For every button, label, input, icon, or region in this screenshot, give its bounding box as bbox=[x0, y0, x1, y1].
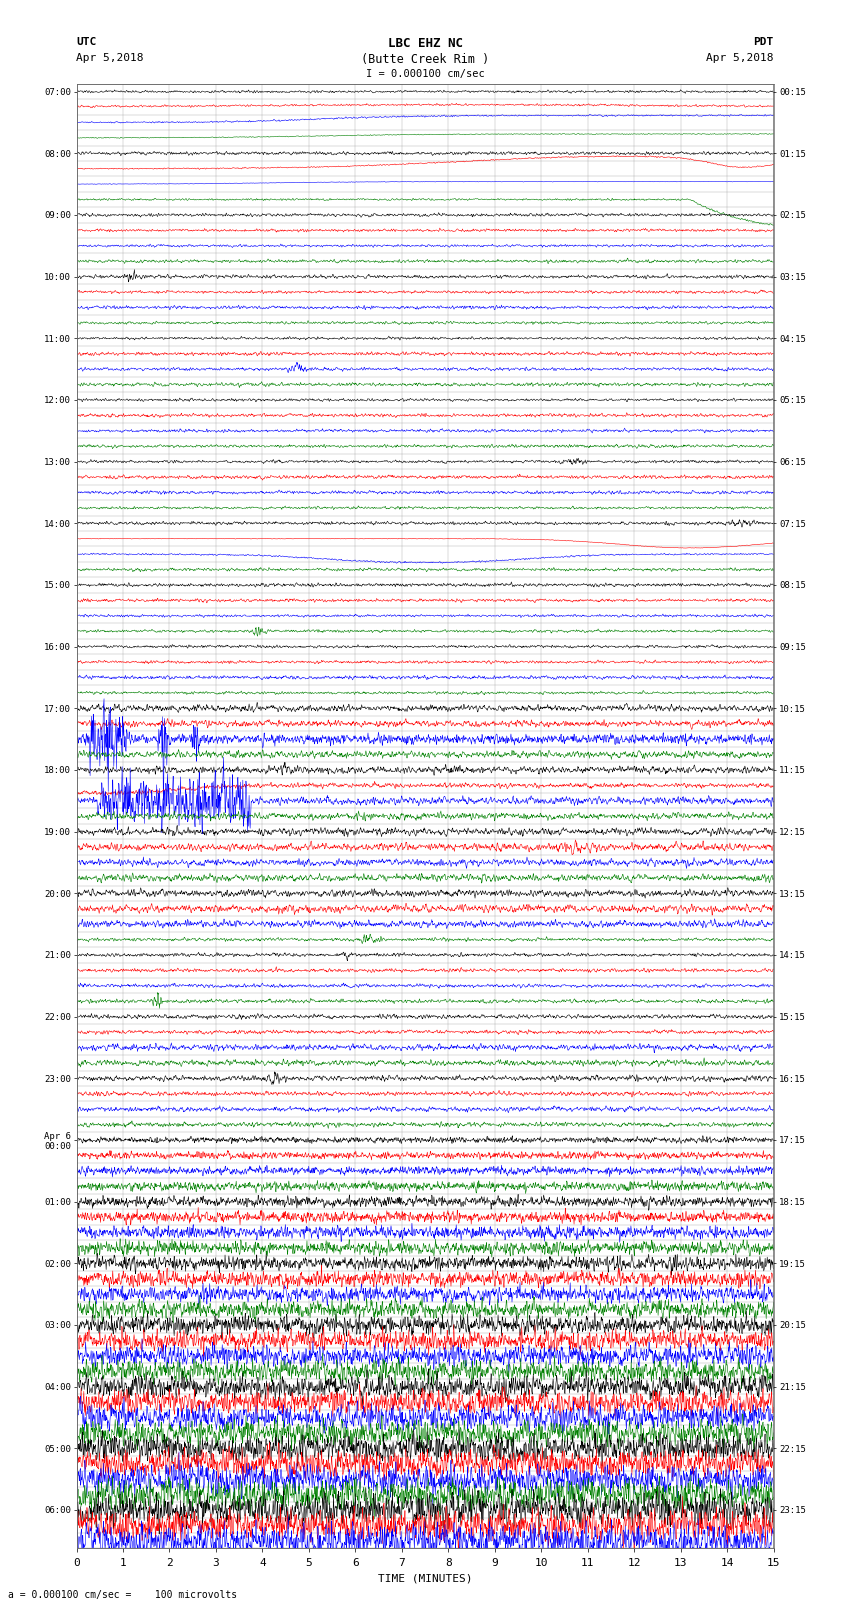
Text: LBC EHZ NC: LBC EHZ NC bbox=[388, 37, 462, 50]
Text: Apr 5,2018: Apr 5,2018 bbox=[706, 53, 774, 63]
X-axis label: TIME (MINUTES): TIME (MINUTES) bbox=[377, 1573, 473, 1582]
Text: (Butte Creek Rim ): (Butte Creek Rim ) bbox=[361, 53, 489, 66]
Text: Apr 5,2018: Apr 5,2018 bbox=[76, 53, 144, 63]
Text: UTC: UTC bbox=[76, 37, 97, 47]
Text: a = 0.000100 cm/sec =    100 microvolts: a = 0.000100 cm/sec = 100 microvolts bbox=[8, 1590, 238, 1600]
Text: I = 0.000100 cm/sec: I = 0.000100 cm/sec bbox=[366, 69, 484, 79]
Text: PDT: PDT bbox=[753, 37, 774, 47]
